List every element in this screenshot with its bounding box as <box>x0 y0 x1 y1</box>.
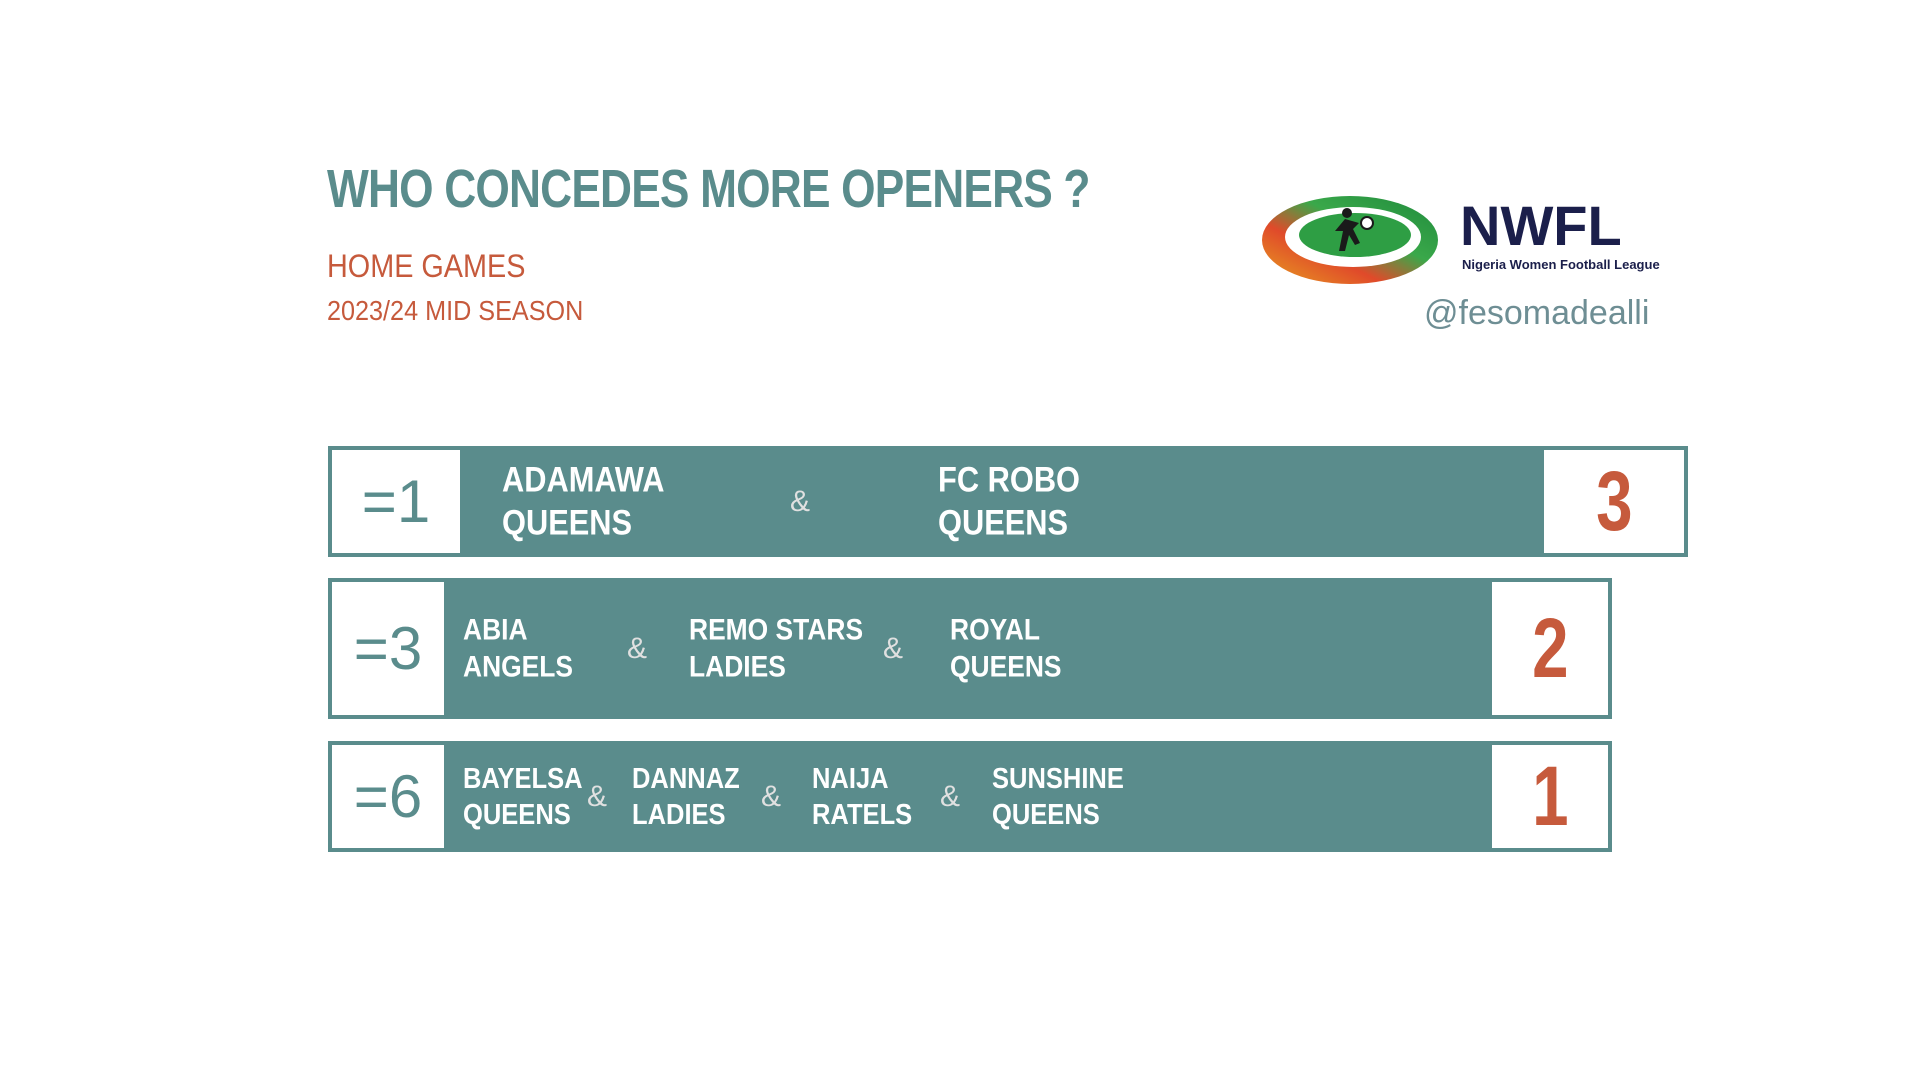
ampersand-separator: & <box>789 484 811 518</box>
count-value: 3 <box>1595 454 1633 548</box>
team-name: DANNAZ LADIES <box>632 760 740 833</box>
rank-row: =3 2 ABIA ANGELS REMO STARS LADIES ROYAL QUEENS… <box>328 578 1612 719</box>
ampersand-separator: & <box>586 779 608 813</box>
season-label: 2023/24 MID SEASON <box>327 295 584 326</box>
teams-band <box>448 741 1492 852</box>
player-icon <box>1335 208 1374 251</box>
team-name-line1: ROYAL <box>950 613 1040 646</box>
team-name-line2: QUEENS <box>938 503 1069 543</box>
ampersand-separator: & <box>626 631 648 665</box>
team-name-line2: QUEENS <box>992 798 1100 831</box>
teams-band <box>464 446 1543 557</box>
count-box: 1 <box>1488 741 1612 852</box>
team-name: ROYAL QUEENS <box>950 611 1061 686</box>
team-name-line1: BAYELSA <box>463 762 583 795</box>
team-name-line1: NAIJA <box>812 762 889 795</box>
rank-row: =1 3 ADAMAWA QUEENS FC ROBO QUEENS & <box>328 446 1688 557</box>
count-value: 1 <box>1531 749 1569 843</box>
nwfl-logo: NWFL Nigeria Women Football League <box>1262 194 1660 284</box>
ampersand-separator: & <box>882 631 904 665</box>
count-box: 2 <box>1488 578 1612 719</box>
rank-badge: =6 <box>328 741 448 852</box>
rank-badge: =1 <box>328 446 464 557</box>
team-name-line1: REMO STARS <box>689 613 864 646</box>
team-name: BAYELSA QUEENS <box>463 760 583 833</box>
rank-row: =6 1 BAYELSA QUEENS DANNAZ LADIES NAIJA RATELS S… <box>328 741 1612 852</box>
team-name-line1: SUNSHINE <box>992 762 1124 795</box>
team-name: NAIJA RATELS <box>812 760 912 833</box>
social-handle: @fesomadealli <box>1424 294 1650 332</box>
team-name-line1: ABIA <box>463 613 528 646</box>
svg-text:Nigeria Women Football League: Nigeria Women Football League <box>1462 257 1660 272</box>
team-name-line2: QUEENS <box>950 650 1062 684</box>
teams-band <box>448 578 1492 719</box>
team-name: ADAMAWA QUEENS <box>502 458 665 546</box>
count-value: 2 <box>1531 601 1569 695</box>
team-name-line1: DANNAZ <box>632 762 740 795</box>
rank-badge: =3 <box>328 578 448 719</box>
team-name-line1: FC ROBO <box>938 459 1081 499</box>
subtitle: HOME GAMES <box>327 248 526 284</box>
nwfl-wordmark: NWFL Nigeria Women Football League <box>1460 194 1660 272</box>
ampersand-separator: & <box>939 779 961 813</box>
team-name-line1: ADAMAWA <box>502 459 665 499</box>
team-name: REMO STARS LADIES <box>689 611 863 686</box>
team-name-line2: RATELS <box>812 798 913 831</box>
team-name-line2: QUEENS <box>463 798 571 831</box>
team-name-line2: LADIES <box>689 650 786 684</box>
svg-text:NWFL: NWFL <box>1460 194 1622 257</box>
ampersand-separator: & <box>760 779 782 813</box>
team-name-line2: LADIES <box>632 798 726 831</box>
count-box: 3 <box>1540 446 1688 557</box>
team-name-line2: QUEENS <box>502 503 633 543</box>
team-name-line2: ANGELS <box>463 650 574 684</box>
page-title: WHO CONCEDES MORE OPENERS ? <box>327 159 1090 219</box>
team-name: SUNSHINE QUEENS <box>992 760 1124 833</box>
team-name: ABIA ANGELS <box>463 611 573 686</box>
team-name: FC ROBO QUEENS <box>938 458 1080 546</box>
